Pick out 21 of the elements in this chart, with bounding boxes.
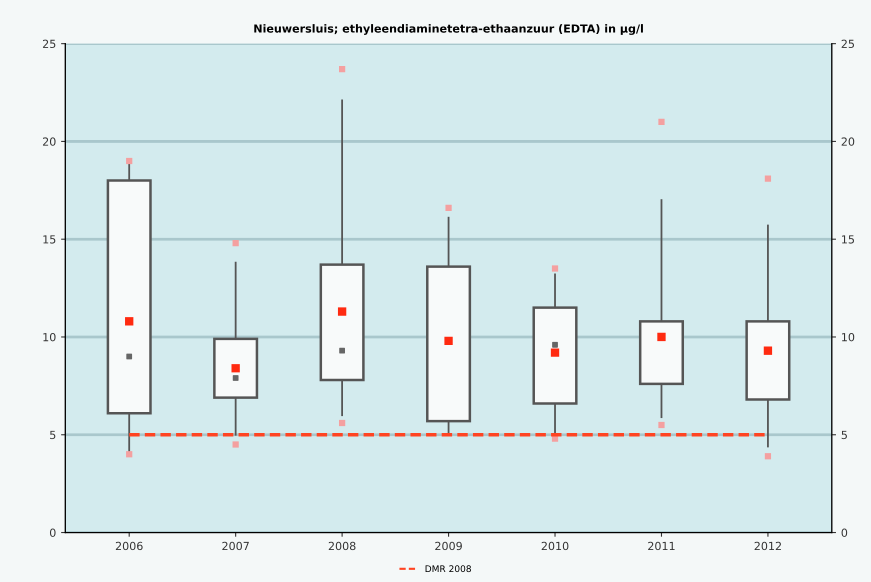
y2-tick-label: 25 — [842, 40, 854, 48]
y-tick-label: 20 — [42, 137, 56, 146]
x-tick-label: 2008 — [328, 542, 356, 550]
y-tick-label: 0 — [50, 528, 56, 537]
y2-tick-label: 10 — [842, 332, 854, 342]
y2-tick-label: 15 — [842, 235, 854, 244]
y-tick-label: 25 — [42, 40, 56, 48]
x-tick-label: 2010 — [542, 542, 568, 550]
y-tick-label: 10 — [43, 332, 56, 342]
x-tick-label: 2012 — [754, 542, 781, 550]
legend-label: DMR 2008 — [426, 565, 471, 572]
x-tick-label: 2006 — [116, 542, 143, 550]
y-tick-label: 5 — [50, 430, 56, 440]
x-tick-label: 2011 — [648, 542, 675, 550]
x-tick-label: 2007 — [222, 542, 249, 550]
y2-tick-label: 5 — [842, 430, 847, 440]
y-tick-label: 15 — [43, 235, 56, 244]
chart-title: Nieuwersluis; ethyleendiaminetetra-ethaanzuur (EDTA) in µg/l — [254, 24, 643, 35]
x-tick-label: 2009 — [435, 542, 462, 550]
y2-tick-label: 0 — [842, 528, 848, 537]
y2-tick-label: 20 — [842, 137, 854, 146]
